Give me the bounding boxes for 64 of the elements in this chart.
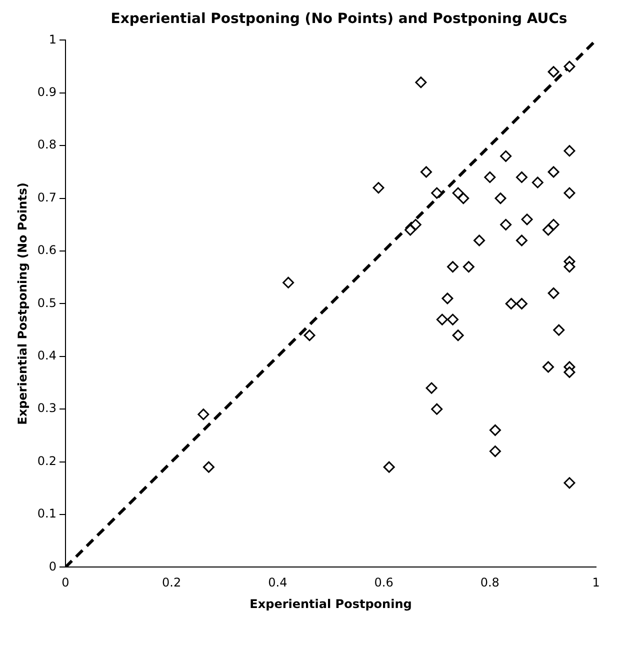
point — [489, 446, 501, 458]
point — [564, 366, 576, 378]
point — [500, 150, 512, 162]
point — [415, 76, 427, 88]
point — [452, 187, 464, 199]
point — [484, 171, 496, 183]
point — [458, 192, 470, 204]
y-tick-label: 0.6 — [37, 243, 56, 258]
point — [564, 187, 576, 199]
y-tick-label: 0.9 — [37, 85, 56, 100]
point — [505, 298, 517, 310]
y-tick-label: 0.8 — [37, 138, 56, 152]
point — [304, 330, 316, 342]
point — [426, 382, 438, 394]
point — [564, 60, 576, 72]
x-tick-label: 0.8 — [480, 576, 500, 590]
point — [564, 145, 576, 157]
y-tick-label: 0.2 — [37, 454, 56, 468]
point — [447, 261, 459, 273]
point — [532, 176, 544, 188]
y-tick-label: 0.7 — [37, 190, 56, 204]
point — [202, 461, 214, 473]
y-axis-title: Experiential Postponing (No Points) — [15, 182, 30, 425]
point — [553, 324, 565, 336]
x-tick-label: 0.2 — [162, 576, 182, 590]
chart-title: Experiential Postponing (No Points) and Postponing AUCs — [110, 10, 568, 29]
y-tick-label: 0.4 — [37, 348, 56, 363]
point — [282, 276, 294, 288]
x-tick-label: 0.4 — [268, 576, 288, 590]
point — [548, 287, 560, 299]
point — [442, 292, 454, 304]
y-tick-label: 0.5 — [37, 296, 56, 310]
point — [431, 187, 443, 199]
x-tick-label: 0 — [62, 576, 70, 590]
point — [564, 261, 576, 273]
point — [516, 171, 528, 183]
point — [474, 234, 486, 246]
point — [494, 192, 506, 204]
y-tick-label: 0.1 — [37, 506, 56, 521]
y-tick-label: 1 — [48, 32, 56, 46]
point — [564, 477, 576, 489]
point — [383, 461, 395, 473]
point — [462, 261, 474, 273]
point — [431, 403, 443, 415]
x-tick-label: 1 — [592, 576, 600, 590]
x-tick-label: 0.6 — [374, 576, 394, 590]
point — [542, 361, 554, 373]
point — [489, 424, 501, 436]
point — [542, 224, 554, 236]
point — [452, 330, 464, 342]
point — [516, 234, 528, 246]
y-tick-label: 0.3 — [37, 401, 56, 416]
point — [548, 166, 560, 178]
y-tick-label: 0 — [48, 559, 56, 574]
point — [372, 182, 384, 194]
point — [500, 218, 512, 230]
point — [548, 66, 560, 78]
point — [516, 298, 528, 310]
point — [198, 408, 210, 420]
point — [521, 214, 533, 226]
point — [420, 166, 432, 178]
point — [436, 314, 448, 326]
point — [447, 314, 459, 326]
x-axis-title: Experiential Postponing — [250, 596, 412, 611]
